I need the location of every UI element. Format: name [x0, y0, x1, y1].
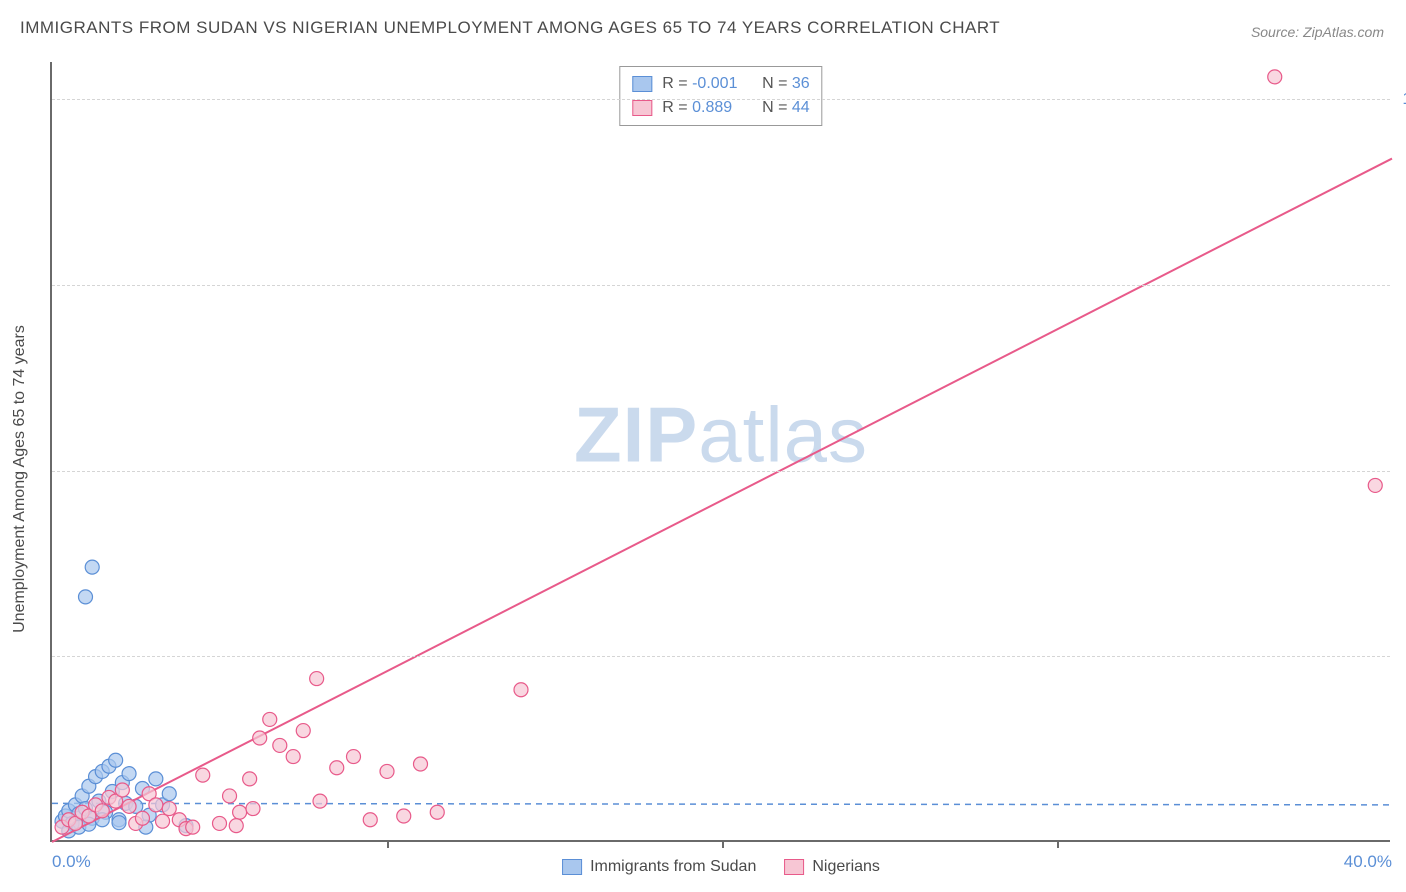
data-point	[1268, 70, 1282, 84]
data-point	[122, 767, 136, 781]
data-point	[135, 811, 149, 825]
xtick-label: 0.0%	[52, 852, 91, 872]
data-point	[273, 738, 287, 752]
data-point	[162, 787, 176, 801]
data-point	[1368, 478, 1382, 492]
legend-label-sudan: Immigrants from Sudan	[590, 858, 756, 876]
data-point	[149, 772, 163, 786]
data-point	[149, 798, 163, 812]
data-point	[243, 772, 257, 786]
data-point	[156, 814, 170, 828]
data-point	[186, 820, 200, 834]
legend-label-nigerians: Nigerians	[812, 858, 880, 876]
data-point	[122, 799, 136, 813]
data-point	[229, 819, 243, 833]
legend-item-nigerians: Nigerians	[784, 858, 880, 876]
legend-item-sudan: Immigrants from Sudan	[562, 858, 756, 876]
swatch-sudan-bottom	[562, 859, 582, 875]
data-point	[313, 794, 327, 808]
swatch-nigerians-bottom	[784, 859, 804, 875]
data-point	[85, 560, 99, 574]
scatter-plot-svg	[52, 62, 1390, 840]
data-point	[115, 783, 129, 797]
xtick-label: 40.0%	[1344, 852, 1392, 872]
data-point	[363, 813, 377, 827]
data-point	[414, 757, 428, 771]
data-point	[397, 809, 411, 823]
data-point	[330, 761, 344, 775]
source-attribution: Source: ZipAtlas.com	[1251, 24, 1384, 40]
data-point	[79, 590, 93, 604]
y-axis-label: Unemployment Among Ages 65 to 74 years	[11, 325, 29, 633]
chart-title: IMMIGRANTS FROM SUDAN VS NIGERIAN UNEMPL…	[20, 18, 1000, 38]
data-point	[233, 805, 247, 819]
data-point	[162, 802, 176, 816]
data-point	[95, 804, 109, 818]
chart-container: Unemployment Among Ages 65 to 74 years Z…	[50, 62, 1390, 878]
data-point	[213, 816, 227, 830]
data-point	[310, 672, 324, 686]
data-point	[196, 768, 210, 782]
data-point	[380, 764, 394, 778]
data-point	[347, 750, 361, 764]
data-point	[430, 805, 444, 819]
ytick-label: 100.0%	[1402, 89, 1406, 109]
data-point	[514, 683, 528, 697]
data-point	[296, 724, 310, 738]
data-point	[246, 802, 260, 816]
legend-series: Immigrants from Sudan Nigerians	[562, 858, 880, 876]
data-point	[286, 750, 300, 764]
plot-area: ZIPatlas R = -0.001 N = 36 R = 0.889 N =…	[50, 62, 1390, 842]
data-point	[223, 789, 237, 803]
data-point	[109, 753, 123, 767]
data-point	[112, 816, 126, 830]
data-point	[263, 712, 277, 726]
data-point	[253, 731, 267, 745]
